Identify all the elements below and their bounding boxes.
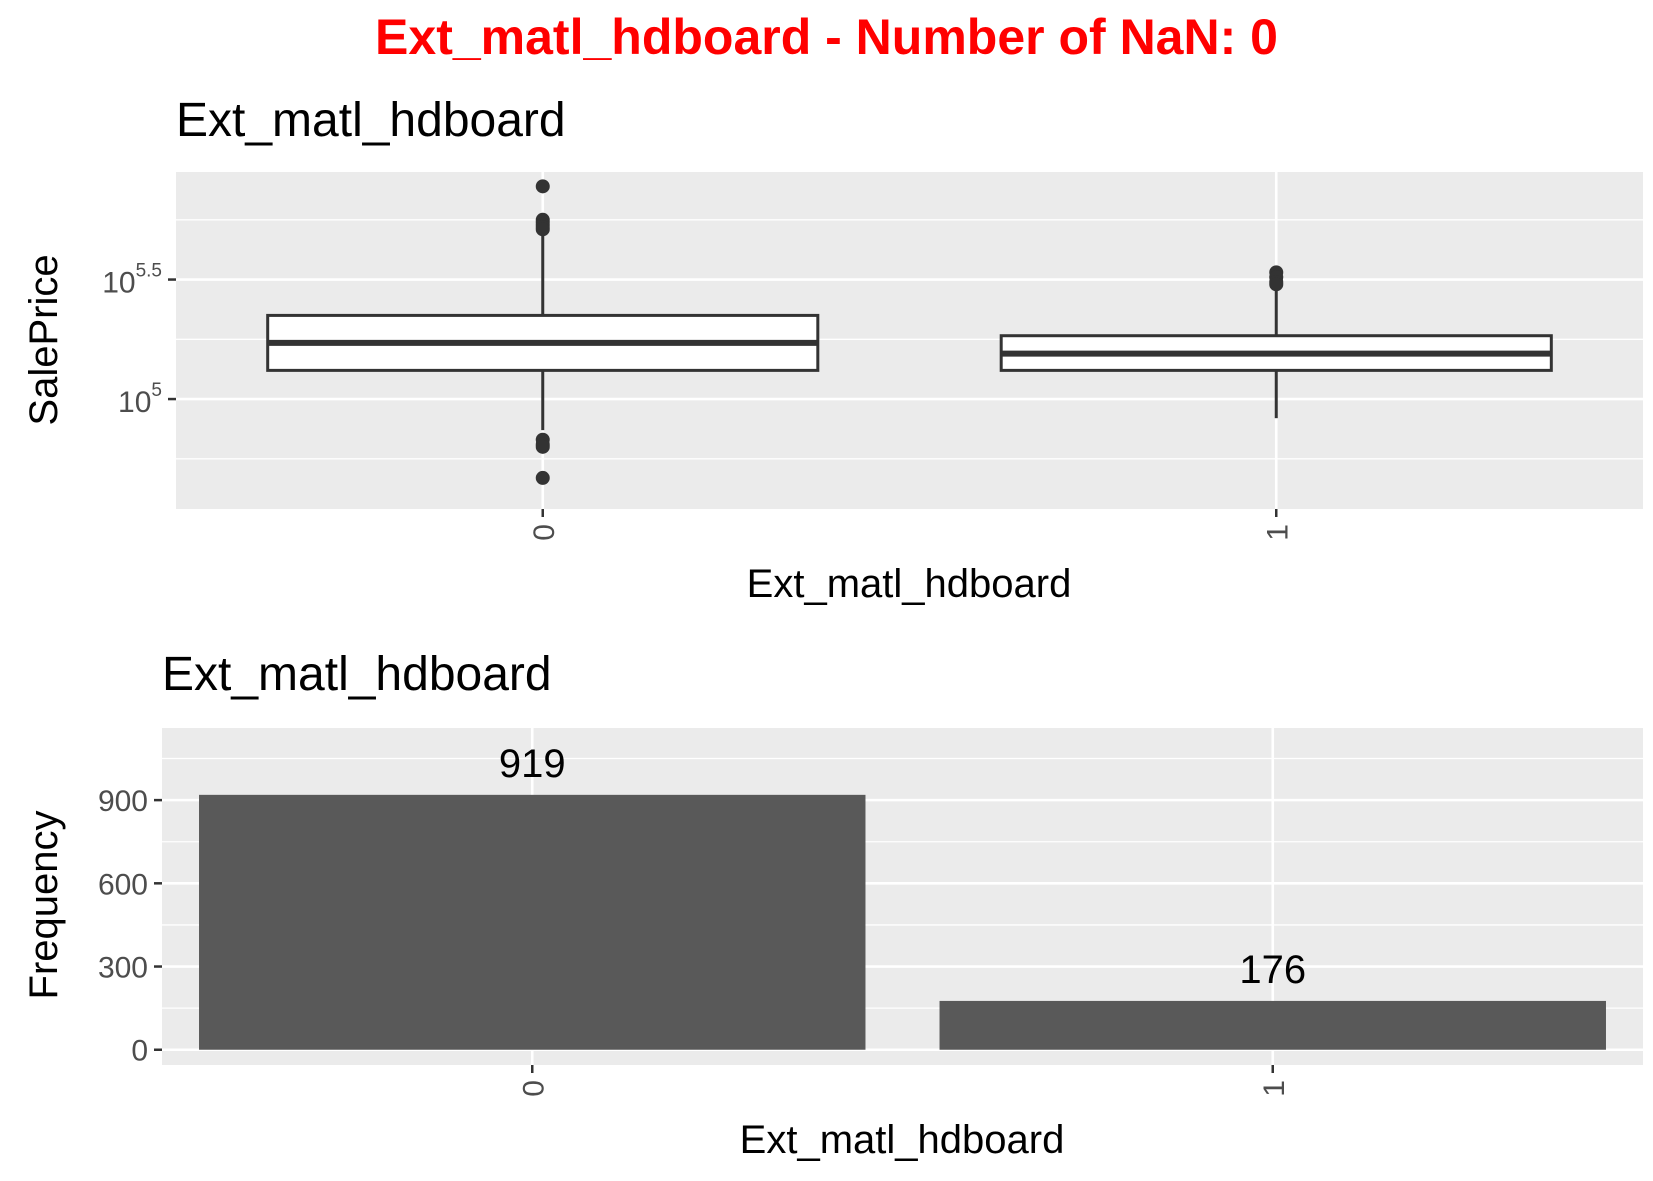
bar-chart-y-axis-title: Frequency — [22, 811, 66, 1000]
y-tick-label: 900 — [98, 785, 148, 818]
box-1 — [999, 265, 1553, 419]
boxplot-title: Ext_matl_hdboard — [176, 94, 566, 147]
y-tick-label: 105 — [118, 380, 162, 419]
bar-data-label: 919 — [499, 742, 566, 786]
y-tick-label: 105.5 — [102, 261, 162, 300]
outlier-point — [535, 222, 550, 237]
bar-data-label: 176 — [1239, 948, 1306, 992]
bar-0 — [199, 794, 866, 1050]
y-tick-label: 600 — [98, 868, 148, 901]
bar-chart-marks: 919 176 — [199, 742, 1606, 1050]
outlier-point — [535, 470, 550, 485]
x-tick-label: 0 — [517, 1080, 550, 1097]
outlier-point — [1269, 277, 1284, 292]
box-0 — [266, 179, 820, 485]
bar-1 — [939, 1000, 1606, 1050]
y-tick-label: 0 — [131, 1035, 148, 1068]
y-tick-label: 300 — [98, 952, 148, 985]
bar-chart-title: Ext_matl_hdboard — [162, 648, 552, 701]
x-tick-label: 0 — [528, 524, 561, 541]
outlier-point — [535, 179, 550, 194]
outlier-point — [535, 439, 550, 454]
bar-chart-x-axis-title: Ext_matl_hdboard — [740, 1118, 1065, 1162]
boxplot-y-axis-title: SalePrice — [22, 254, 66, 425]
main-title: Ext_matl_hdboard - Number of NaN: 0 — [375, 9, 1278, 65]
x-tick-label: 1 — [1258, 1080, 1291, 1097]
boxplot-marks — [266, 179, 1553, 485]
bar-chart-y-axis: 0 300 600 900 — [98, 785, 162, 1068]
boxplot-y-axis: 105 105.5 — [102, 261, 176, 419]
x-tick-label: 1 — [1261, 524, 1294, 541]
boxplot-x-axis-title: Ext_matl_hdboard — [747, 562, 1072, 606]
